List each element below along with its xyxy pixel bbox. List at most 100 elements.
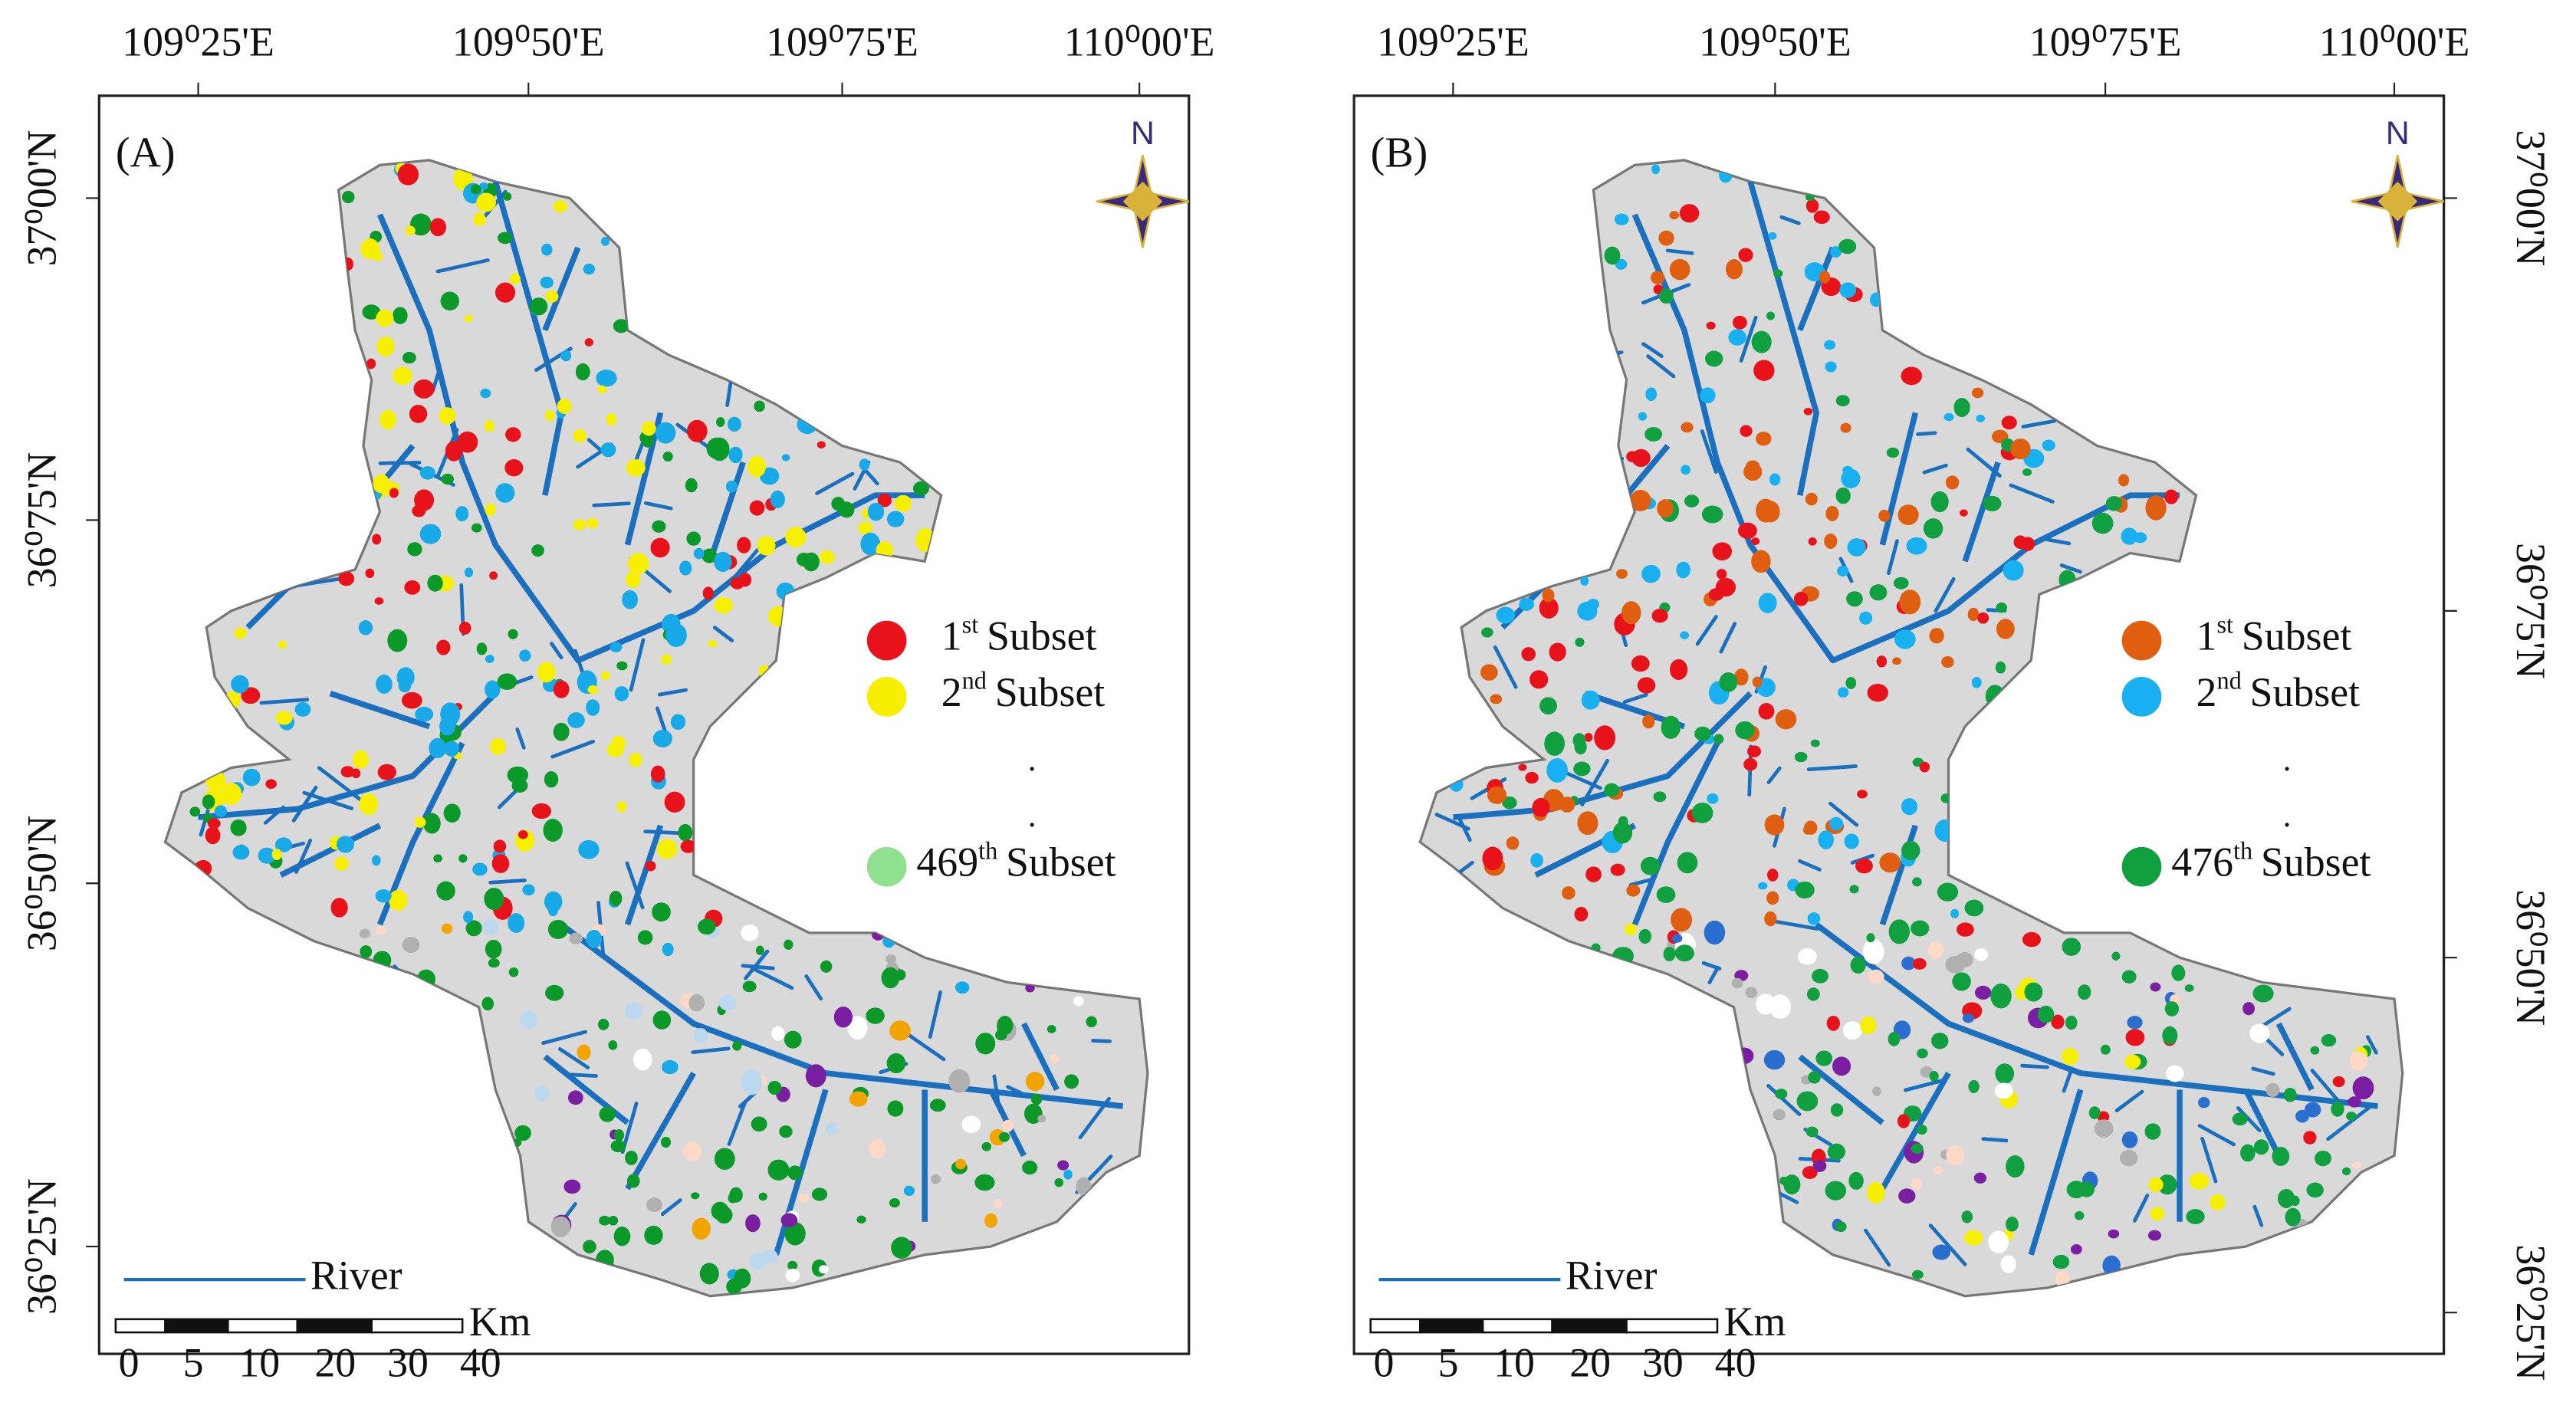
subset-point xyxy=(436,639,451,655)
subset-point xyxy=(866,1007,885,1024)
river-branch xyxy=(586,438,604,454)
subset-point xyxy=(613,319,629,333)
subset-point xyxy=(1743,757,1758,771)
panel-label: (A) xyxy=(116,129,176,176)
subset-point xyxy=(847,1016,868,1040)
subset-point xyxy=(1964,1230,1983,1246)
legend-symbol xyxy=(2121,846,2162,887)
river-branch xyxy=(1628,878,1654,887)
subset-point xyxy=(541,243,553,256)
river xyxy=(1879,412,1919,546)
river-branch xyxy=(643,829,682,836)
subset-point xyxy=(727,416,741,432)
subset-point xyxy=(688,994,705,1012)
subset-point xyxy=(1681,422,1694,433)
subset-point xyxy=(484,888,504,911)
subset-point xyxy=(679,560,692,576)
subset-point xyxy=(429,218,447,237)
subset-point xyxy=(2125,1029,2145,1046)
subset-point xyxy=(1580,576,1589,586)
subset-point xyxy=(1962,1013,1974,1023)
subset-point xyxy=(644,1225,663,1245)
subset-point xyxy=(1832,1056,1852,1076)
subset-point xyxy=(412,504,426,517)
subset-point xyxy=(445,441,463,461)
subset-point xyxy=(338,571,355,586)
subset-point xyxy=(2148,1177,2164,1192)
river-branch xyxy=(643,501,673,511)
subset-point xyxy=(429,737,447,759)
subset-point xyxy=(1758,703,1775,720)
subset-point xyxy=(1944,412,1954,422)
subset-point xyxy=(2111,951,2121,961)
river-branch xyxy=(2114,1089,2144,1112)
subset-point xyxy=(725,480,738,493)
subset-point xyxy=(1769,994,1791,1020)
subset-point xyxy=(2157,1174,2177,1195)
subset-point xyxy=(509,273,521,284)
subset-point xyxy=(1037,1115,1046,1123)
subset-point xyxy=(573,429,587,443)
subset-point xyxy=(1544,731,1566,756)
subset-point xyxy=(495,282,516,303)
subset-point xyxy=(465,920,482,937)
subset-point xyxy=(1838,238,1857,255)
subset-point xyxy=(1629,490,1651,511)
subset-point xyxy=(1848,1171,1864,1191)
subset-point xyxy=(894,494,912,512)
subset-point xyxy=(1651,609,1668,623)
subset-point xyxy=(470,184,481,195)
subset-point xyxy=(1025,984,1035,993)
river-branch xyxy=(815,471,855,495)
subset-point xyxy=(1923,518,1944,539)
subset-point xyxy=(1898,504,1919,525)
legend-number: 1 xyxy=(941,613,962,659)
legend-label: 1st Subset xyxy=(941,611,1097,659)
subset-point xyxy=(1932,1244,1950,1260)
subset-point xyxy=(2022,931,2042,948)
subset-point xyxy=(2147,1230,2162,1241)
subset-point xyxy=(358,620,373,636)
subset-point xyxy=(665,623,687,648)
subset-point xyxy=(1638,928,1652,944)
subset-point xyxy=(1812,1160,1827,1172)
subset-point xyxy=(1549,642,1566,662)
subset-point xyxy=(995,1029,1007,1041)
river-branch xyxy=(1916,431,1937,436)
subset-point xyxy=(596,369,617,387)
subset-point xyxy=(732,1041,742,1051)
subset-point xyxy=(1846,591,1863,607)
subset-point xyxy=(2315,1151,2331,1167)
subset-point xyxy=(1640,856,1661,875)
subset-point xyxy=(387,629,408,652)
subset-point xyxy=(464,315,473,323)
subset-point xyxy=(1994,1082,2013,1099)
subset-point xyxy=(1912,957,1927,970)
scale-label: 5 xyxy=(1438,1340,1458,1386)
subset-point xyxy=(2119,1149,2138,1167)
subset-point xyxy=(2010,438,2031,460)
river-branch xyxy=(629,638,646,692)
subset-point xyxy=(553,200,567,213)
subset-point xyxy=(1521,647,1536,662)
subset-point xyxy=(1995,1063,2015,1084)
river-branch xyxy=(660,1198,682,1217)
subset-point xyxy=(544,891,563,912)
subset-point xyxy=(1845,677,1857,689)
subset-point xyxy=(1584,732,1593,742)
subset-point xyxy=(545,984,564,1001)
river-branch xyxy=(1775,920,1819,931)
subset-point xyxy=(577,1044,591,1061)
subset-point xyxy=(1506,836,1520,850)
subset-point xyxy=(1573,761,1591,777)
river xyxy=(1021,1022,1060,1092)
subset-point xyxy=(534,1085,550,1102)
scale-unit: Km xyxy=(469,1299,531,1345)
scale-bar-segment xyxy=(164,1318,229,1334)
legend-symbol xyxy=(866,620,907,661)
subset-point xyxy=(1803,408,1813,415)
subset-point xyxy=(767,1159,790,1181)
subset-point xyxy=(637,930,653,945)
longitude-label: 109⁰50'E xyxy=(452,19,605,65)
subset-point xyxy=(414,816,426,828)
